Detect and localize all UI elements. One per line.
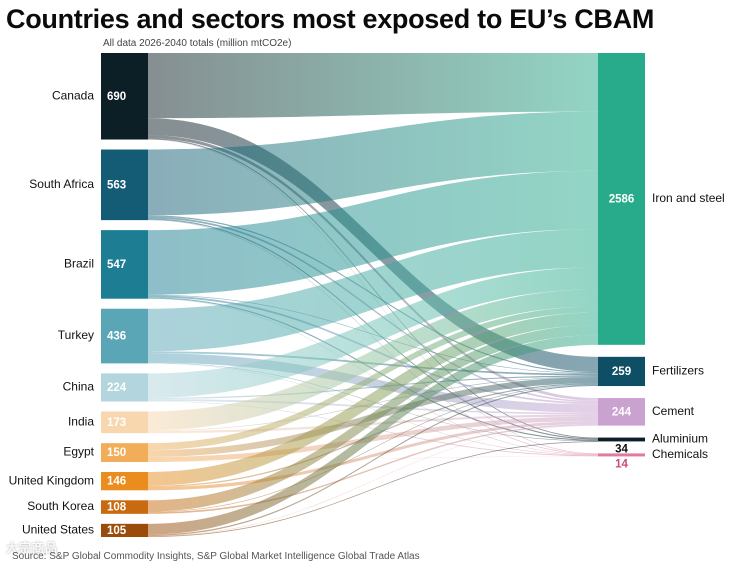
source-value-china: 224 <box>107 382 127 394</box>
source-node-egypt <box>101 443 148 462</box>
source-node-india <box>101 411 148 434</box>
flow-united-kingdom-to-iron-and-steel <box>148 312 598 486</box>
source-node-brazil <box>101 230 148 299</box>
sankey-links <box>148 53 598 537</box>
flow-south-africa-to-cement <box>148 216 598 403</box>
source-value-egypt: 150 <box>107 447 126 459</box>
flow-china-to-iron-and-steel <box>148 267 598 398</box>
target-value-fertilizers: 259 <box>612 366 631 378</box>
flow-united-states-to-fertilizers <box>148 384 598 536</box>
target-node-cement <box>598 398 645 426</box>
target-value-cement: 244 <box>612 406 632 418</box>
flow-brazil-to-aluminium <box>148 297 598 441</box>
source-value-south-africa: 563 <box>107 179 126 191</box>
flow-south-africa-to-iron-and-steel <box>148 111 598 216</box>
flow-south-korea-to-cement <box>148 423 598 514</box>
chart-subtitle: All data 2026-2040 totals (million mtCO2… <box>103 38 292 49</box>
source-value-united-states: 105 <box>107 525 127 537</box>
source-value-brazil: 547 <box>107 259 126 271</box>
chart-title: Countries and sectors most exposed to EU… <box>6 4 655 34</box>
flow-united-states-to-iron-and-steel <box>148 335 598 535</box>
chart-source-note: Source: S&P Global Commodity Insights, S… <box>12 551 420 562</box>
source-node-united-states <box>101 523 148 537</box>
source-label-united-kingdom: United Kingdom <box>9 473 94 487</box>
target-node-iron-and-steel <box>598 53 645 345</box>
target-value-chemicals: 14 <box>615 458 628 470</box>
source-value-canada: 690 <box>107 91 126 103</box>
flow-united-states-to-cement <box>148 425 598 537</box>
flow-south-korea-to-fertilizers <box>148 384 598 513</box>
target-label-iron-and-steel: Iron and steel <box>652 191 725 205</box>
source-value-south-korea: 108 <box>107 502 127 514</box>
flow-canada-to-iron-and-steel <box>148 53 598 119</box>
target-label-cement: Cement <box>652 404 695 418</box>
target-value-aluminium: 34 <box>615 443 628 455</box>
source-label-canada: Canada <box>52 88 94 102</box>
source-node-south-korea <box>101 500 148 514</box>
flow-canada-to-cement <box>148 135 598 401</box>
target-node-fertilizers <box>598 356 645 387</box>
source-label-united-states: United States <box>22 523 94 537</box>
source-node-united-kingdom <box>101 471 148 491</box>
source-label-china: China <box>63 380 95 394</box>
flow-china-to-chemicals <box>148 400 598 457</box>
source-label-south-korea: South Korea <box>27 499 94 513</box>
target-label-fertilizers: Fertilizers <box>652 364 704 378</box>
target-node-aluminium <box>598 437 645 442</box>
flow-india-to-iron-and-steel <box>148 289 598 431</box>
source-label-turkey: Turkey <box>58 328 94 342</box>
source-label-egypt: Egypt <box>63 445 94 459</box>
flow-china-to-fertilizers <box>148 375 598 400</box>
watermark-logo: 大宗商品 <box>6 541 59 555</box>
flow-turkey-to-iron-and-steel <box>148 229 598 352</box>
flow-egypt-to-iron-and-steel <box>148 306 598 451</box>
flow-egypt-to-chemicals <box>148 456 598 462</box>
flow-china-to-cement <box>148 399 598 415</box>
source-node-china <box>101 373 148 402</box>
source-node-turkey <box>101 308 148 364</box>
flow-brazil-to-cement <box>148 295 598 405</box>
target-label-chemicals: Chemicals <box>652 447 708 461</box>
source-value-turkey: 436 <box>107 331 126 343</box>
source-value-united-kingdom: 146 <box>107 476 126 488</box>
source-label-india: India <box>68 414 94 428</box>
source-label-brazil: Brazil <box>64 257 94 271</box>
target-node-chemicals <box>598 453 645 457</box>
source-value-india: 173 <box>107 417 126 429</box>
source-node-south-africa <box>101 149 148 221</box>
sankey-nodes: Canada 690 South Africa 563 Brazil 547 Turkey 4… <box>9 53 725 537</box>
flow-united-states-to-aluminium <box>148 441 598 537</box>
source-label-south-africa: South Africa <box>29 177 94 191</box>
flow-south-korea-to-iron-and-steel <box>148 324 598 512</box>
target-value-iron-and-steel: 2586 <box>609 193 635 205</box>
flow-united-kingdom-to-cement <box>148 420 598 491</box>
flow-turkey-to-chemicals <box>148 363 598 456</box>
flow-brazil-to-iron-and-steel <box>148 170 598 295</box>
target-label-aluminium: Aluminium <box>652 432 708 446</box>
source-node-canada <box>101 53 148 140</box>
flow-india-to-cement <box>148 414 598 434</box>
